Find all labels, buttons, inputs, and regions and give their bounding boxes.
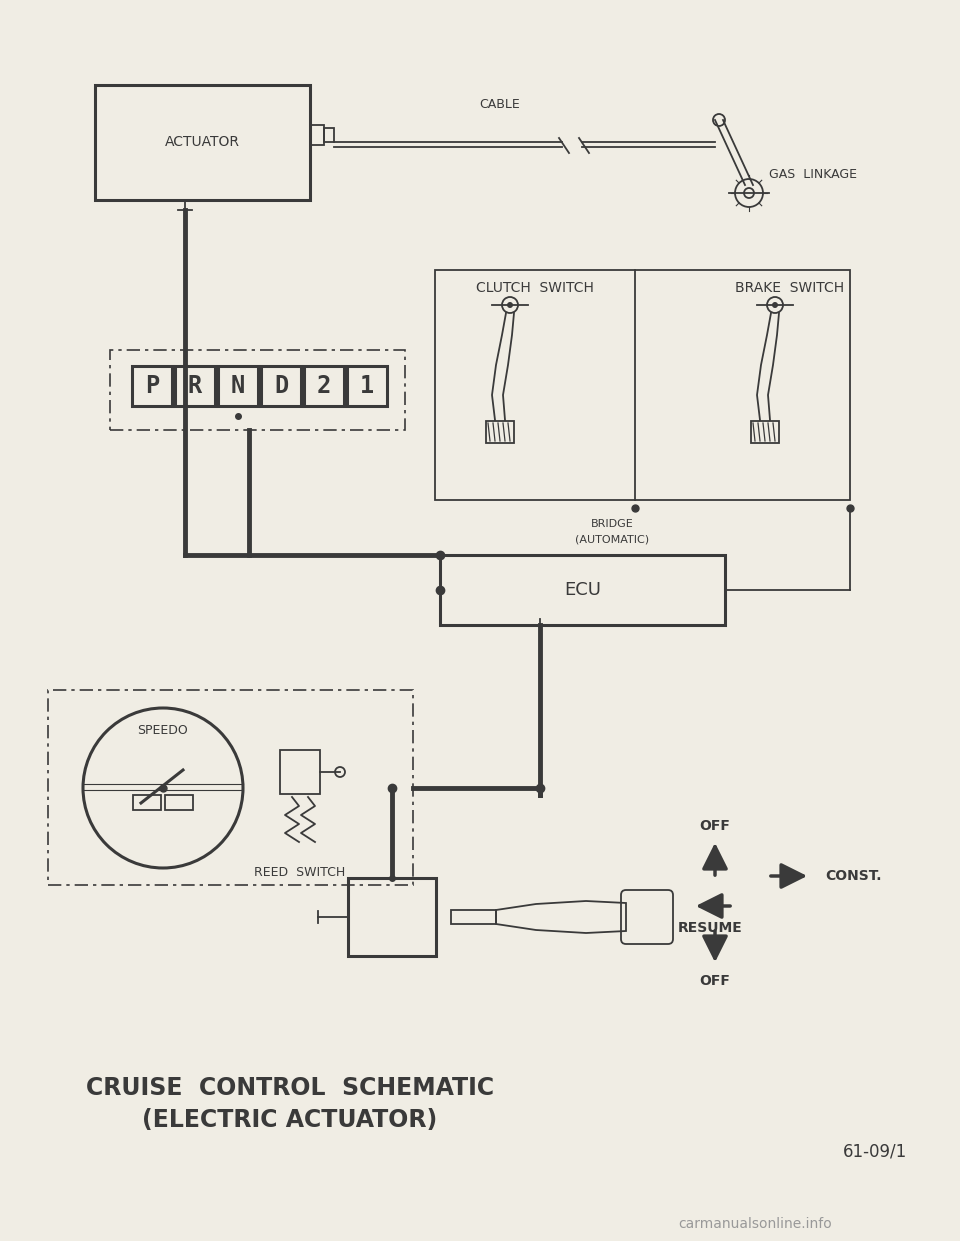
Text: CLUTCH  SWITCH: CLUTCH SWITCH [476, 280, 594, 295]
Text: ECU: ECU [564, 581, 601, 599]
Bar [348, 877, 436, 956]
Text: BRAKE  SWITCH: BRAKE SWITCH [735, 280, 845, 295]
Bar [347, 366, 387, 406]
Bar [110, 350, 405, 429]
Text: CABLE: CABLE [480, 98, 520, 112]
Bar [48, 690, 413, 885]
Text: (AUTOMATIC): (AUTOMATIC) [575, 535, 649, 545]
Bar [751, 421, 779, 443]
Bar [304, 366, 344, 406]
Text: OFF: OFF [700, 974, 731, 988]
Text: GAS  LINKAGE: GAS LINKAGE [769, 169, 857, 181]
Bar [261, 366, 301, 406]
Bar [435, 271, 850, 500]
Circle shape [507, 302, 513, 308]
Bar [175, 366, 215, 406]
Bar [165, 795, 193, 810]
Bar [451, 910, 496, 925]
Bar [310, 125, 324, 145]
Bar [324, 128, 334, 141]
Text: carmanualsonline.info: carmanualsonline.info [678, 1217, 832, 1231]
Text: D: D [274, 374, 288, 398]
Text: OFF: OFF [700, 819, 731, 833]
Text: RESUME: RESUME [678, 921, 742, 934]
Text: 2: 2 [317, 374, 331, 398]
Bar [133, 795, 161, 810]
Text: (ELECTRIC ACTUATOR): (ELECTRIC ACTUATOR) [142, 1108, 438, 1132]
Bar [218, 366, 258, 406]
Text: 61-09/1: 61-09/1 [843, 1143, 907, 1162]
Text: SPEEDO: SPEEDO [137, 724, 188, 736]
Text: 1: 1 [360, 374, 374, 398]
Bar [95, 84, 310, 200]
Text: P: P [145, 374, 159, 398]
Text: BRIDGE: BRIDGE [590, 519, 634, 529]
Text: REED  SWITCH: REED SWITCH [254, 866, 346, 880]
Text: CONST.: CONST. [825, 869, 881, 884]
Text: N: N [230, 374, 245, 398]
Text: ACTUATOR: ACTUATOR [165, 135, 240, 149]
Bar [280, 750, 320, 794]
Text: R: R [188, 374, 203, 398]
Text: CRUISE  CONTROL  SCHEMATIC: CRUISE CONTROL SCHEMATIC [86, 1076, 494, 1100]
Bar [440, 555, 725, 625]
Bar [132, 366, 172, 406]
Circle shape [772, 302, 778, 308]
Bar [486, 421, 514, 443]
